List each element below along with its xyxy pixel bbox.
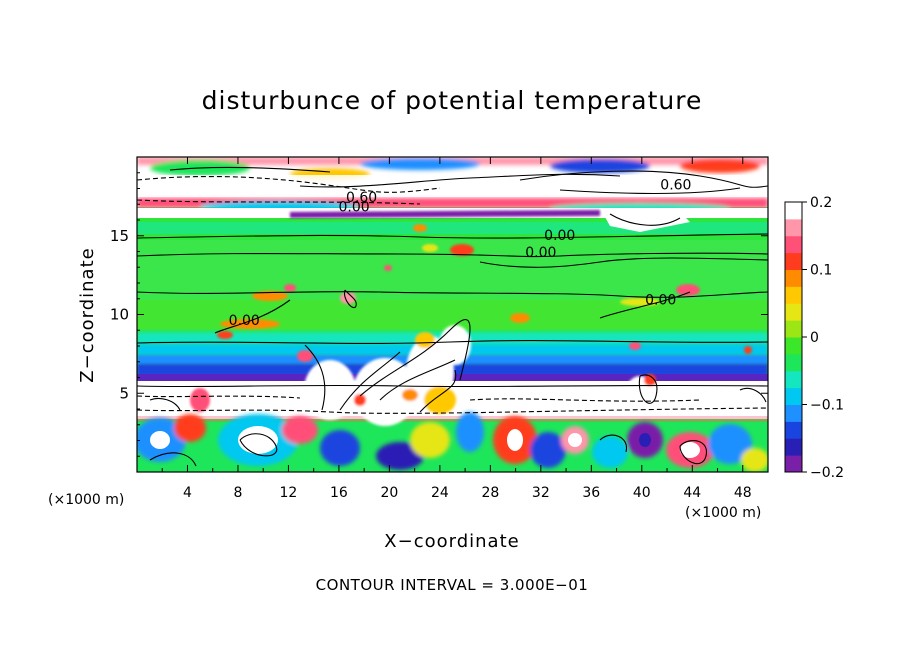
y-tick-label: 5 [119,384,129,402]
colorbar-segment [785,252,802,270]
colorbar-segment [785,235,802,254]
colorbar-segment [785,455,802,473]
temperature-field [137,157,768,472]
contour-interval-label: CONTOUR INTERVAL = 3.000E−01 [315,576,589,594]
x-tick-label: 12 [280,485,298,501]
colorbar-tick-label: −0.2 [810,465,844,481]
x-axis-label: X−coordinate [384,531,519,552]
x-axis-ticks: 4 8 12 16 20 24 28 32 36 40 44 48 [161,157,752,501]
colorbar-segment [785,269,802,287]
contour-label: 0.60 [660,178,691,194]
x-tick-label: 20 [380,485,398,501]
chart-title: disturbunce of potential temperature [201,86,703,115]
colorbar-tick-label: 0.1 [810,263,832,279]
x-tick-label: 44 [683,485,701,501]
colorbar-segment [785,353,802,372]
x-tick-label: 24 [431,485,449,501]
contour-label: 0.00 [544,228,575,244]
contour-label: 0.00 [338,200,369,216]
x-tick-label: 4 [183,485,192,501]
x-tick-label: 8 [233,485,242,501]
x-tick-label: 28 [481,485,499,501]
x-unit-label: (×1000 m) [685,505,761,521]
colorbar-segment [785,218,802,237]
colorbar-segment [785,387,802,405]
x-tick-label: 32 [532,485,550,501]
colorbar [785,202,802,473]
colorbar-segment [785,202,802,220]
contour-label: 0.00 [525,245,556,261]
x-tick-label: 36 [582,485,600,501]
y-tick-label: 15 [110,227,129,245]
colorbar-segment [785,286,802,304]
x-tick-label: 16 [330,485,348,501]
colorbar-segment [785,320,802,338]
colorbar-segment [785,421,802,439]
colorbar-tick-label: −0.1 [810,398,844,414]
colorbar-segment [785,438,802,456]
x-tick-label: 40 [633,485,651,501]
colorbar-ticks: 0.2 0.1 0 −0.1 −0.2 [802,195,844,481]
contour-label: 0.00 [645,292,676,308]
contour-label: 0.00 [229,313,260,329]
colorbar-segment [785,370,802,389]
colorbar-segment [785,303,802,321]
contour-label: 0.60 [346,190,377,206]
contour-lines [137,166,768,467]
y-axis-ticks: 5 10 15 [110,172,768,457]
y-axis-label: Z−coordinate [77,247,98,382]
z-unit-label: (×1000 m) [48,492,124,508]
colorbar-tick-label: 0 [810,330,819,346]
colorbar-segment [785,404,802,422]
x-tick-label: 48 [734,485,752,501]
y-tick-label: 10 [110,306,129,324]
contour-labels: 0.600.000.600.000.000.000.00 [229,178,692,329]
colorbar-segment [785,337,802,355]
colorbar-tick-label: 0.2 [810,195,832,211]
